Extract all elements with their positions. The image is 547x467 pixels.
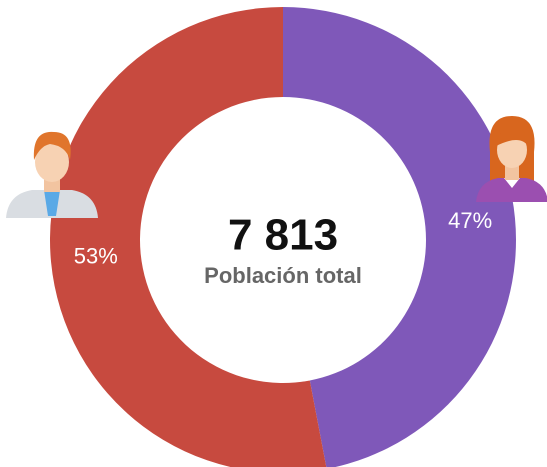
slices: [50, 7, 516, 467]
slice: [283, 7, 516, 467]
slice: [50, 7, 327, 467]
slice-label: 47%: [448, 208, 492, 233]
male-icon: [6, 131, 98, 218]
female-icon: [476, 116, 547, 202]
total-caption: Población total: [204, 263, 362, 288]
total-value: 7 813: [228, 211, 338, 260]
slice-label: 53%: [74, 244, 118, 269]
